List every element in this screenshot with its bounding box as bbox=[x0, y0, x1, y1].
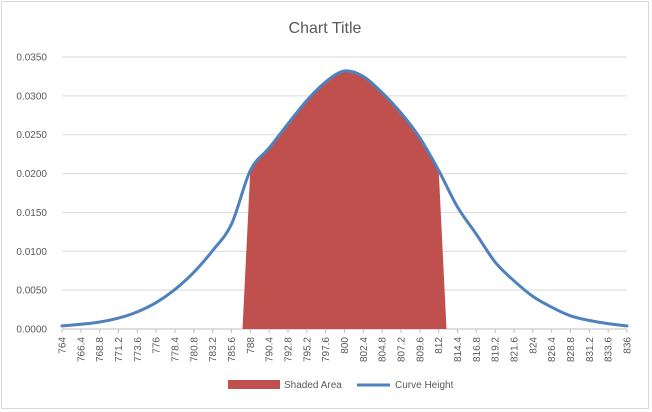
x-tick-label: 764 bbox=[58, 337, 69, 354]
x-tick-label: 790.4 bbox=[265, 337, 276, 362]
x-tick-label: 785.6 bbox=[227, 337, 238, 362]
x-tick-label: 778.4 bbox=[171, 337, 182, 362]
x-tick-label: 792.8 bbox=[284, 337, 295, 362]
x-tick-label: 836 bbox=[623, 337, 634, 354]
x-tick-label: 766.4 bbox=[76, 337, 87, 362]
y-tick-label: 0.0350 bbox=[16, 53, 47, 64]
x-tick-label: 814.4 bbox=[453, 337, 464, 362]
legend-label-curve-height: Curve Height bbox=[395, 380, 454, 391]
y-tick-label: 0.0050 bbox=[16, 286, 47, 297]
y-tick-label: 0.0300 bbox=[16, 91, 47, 102]
x-tick-label: 816.8 bbox=[472, 337, 483, 362]
x-tick-label: 771.2 bbox=[114, 337, 125, 362]
x-tick-label: 828.8 bbox=[566, 337, 577, 362]
legend-swatch-shaded-area bbox=[228, 380, 280, 389]
x-tick-label: 788 bbox=[246, 337, 257, 354]
x-tick-label: 773.6 bbox=[133, 337, 144, 362]
legend: Shaded Area Curve Height bbox=[228, 380, 454, 391]
x-tick-label: 800 bbox=[340, 337, 351, 354]
chart-title: Chart Title bbox=[289, 20, 362, 37]
x-tick-label: 795.2 bbox=[302, 337, 313, 362]
shaded-area bbox=[242, 71, 447, 329]
x-tick-label: 797.6 bbox=[321, 337, 332, 362]
legend-label-shaded-area: Shaded Area bbox=[284, 380, 342, 391]
x-axis: 764 766.4 768.8 771.2 773.6 776 778.4 780.8 783.… bbox=[58, 329, 634, 362]
x-tick-label: 776 bbox=[152, 337, 163, 354]
y-tick-label: 0.0000 bbox=[16, 325, 47, 336]
x-tick-label: 802.4 bbox=[359, 337, 370, 362]
curve-height-line bbox=[60, 69, 629, 328]
x-tick-label: 804.8 bbox=[378, 337, 389, 362]
y-tick-label: 0.0150 bbox=[16, 208, 47, 219]
y-axis: 0.0000 0.0050 0.0100 0.0150 0.0200 0.0250 0.03… bbox=[16, 53, 47, 336]
x-tick-label: 780.8 bbox=[189, 337, 200, 362]
x-tick-label: 821.6 bbox=[510, 337, 521, 362]
x-tick-label: 831.2 bbox=[585, 337, 596, 362]
x-tick-label: 833.6 bbox=[604, 337, 615, 362]
y-tick-label: 0.0250 bbox=[16, 130, 47, 141]
shaded-area-layer bbox=[242, 71, 447, 329]
x-tick-label: 807.2 bbox=[397, 337, 408, 362]
x-tick-label: 768.8 bbox=[95, 337, 106, 362]
x-tick-label: 819.2 bbox=[491, 337, 502, 362]
x-tick-label: 809.6 bbox=[415, 337, 426, 362]
x-tick-label: 824 bbox=[528, 337, 539, 354]
x-tick-label: 783.2 bbox=[208, 337, 219, 362]
curve-line-layer bbox=[60, 69, 629, 328]
y-tick-label: 0.0200 bbox=[16, 169, 47, 180]
x-tick-label: 826.4 bbox=[547, 337, 558, 362]
y-tick-label: 0.0100 bbox=[16, 247, 47, 258]
x-tick-label: 812 bbox=[434, 337, 445, 354]
